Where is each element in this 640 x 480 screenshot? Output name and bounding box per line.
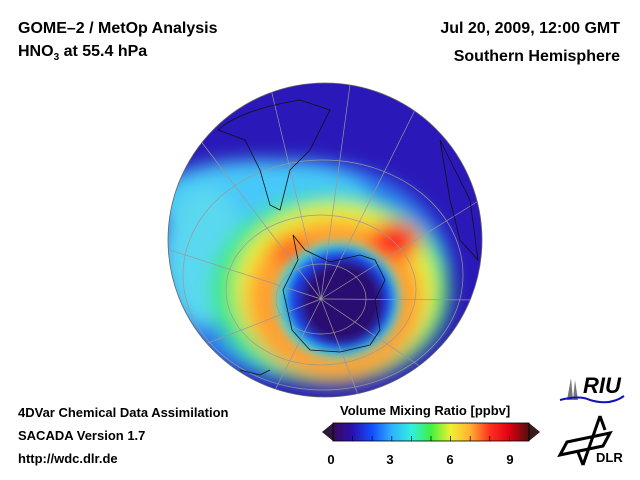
colorbar-max-arrow (529, 423, 540, 441)
title-instrument: GOME–2 / MetOp Analysis (18, 20, 218, 37)
footer-version: SACADA Version 1.7 (18, 428, 146, 443)
pressure-level: at 55.4 hPa (59, 43, 148, 60)
colorbar-tick: 6 (446, 452, 454, 467)
hemisphere-label: Southern Hemisphere (453, 48, 620, 65)
coastlines (217, 99, 479, 376)
riu-logo-text: RIU (583, 373, 621, 398)
colorbar-tick: 9 (506, 452, 514, 467)
hno3-field (168, 83, 482, 397)
dlr-logo (557, 415, 613, 466)
date-time: Jul 20, 2009, 12:00 GMT (440, 20, 620, 37)
colorbar (322, 422, 540, 442)
riu-logo (559, 378, 625, 404)
species-subscript: 3 (53, 52, 60, 64)
footer-url[interactable]: http://wdc.dlr.de (18, 451, 118, 466)
colorbar-min-arrow (322, 423, 333, 441)
footer-method: 4DVar Chemical Data Assimilation (18, 405, 229, 420)
dlr-logo-text: DLR (596, 450, 623, 465)
graticule (169, 84, 481, 397)
colorbar-tick: 0 (327, 452, 335, 467)
colorbar-label: Volume Mixing Ratio [ppbv] (340, 403, 511, 418)
colorbar-tick: 3 (386, 452, 394, 467)
species-name: HNO (18, 43, 54, 60)
title-species: HNO3 at 55.4 hPa (18, 43, 147, 63)
